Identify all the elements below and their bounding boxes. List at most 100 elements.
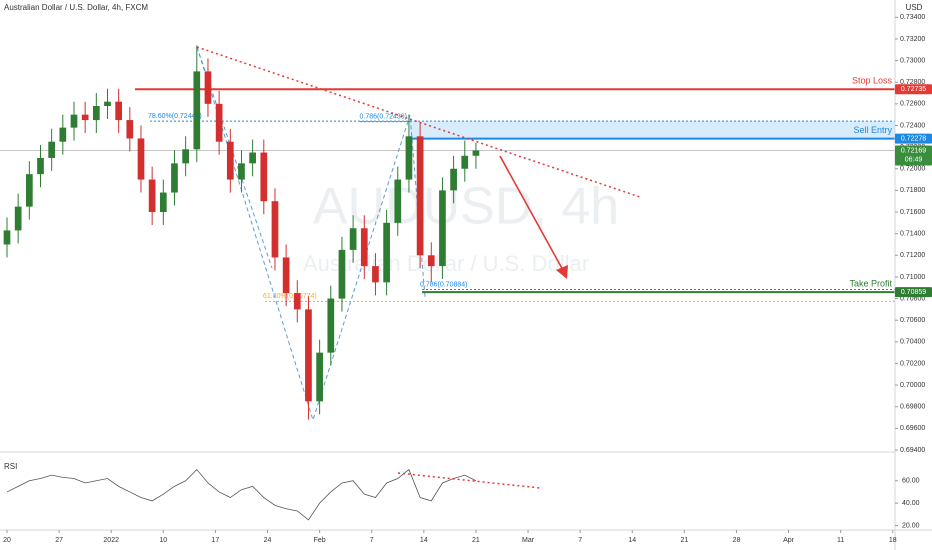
y-tick-label: 0.72400 [900, 122, 925, 129]
candle-body [305, 309, 312, 402]
price-tag-label: 0.72169 [901, 147, 926, 154]
candle-body [282, 257, 290, 294]
level-label: Stop Loss [852, 76, 893, 86]
candle-body [416, 136, 424, 256]
y-tick-label: 0.73200 [900, 36, 925, 43]
candle-body [126, 120, 134, 139]
candle-body [171, 163, 178, 193]
candle-body [148, 179, 156, 213]
x-tick-label: Mar [522, 537, 535, 544]
x-tick-label: 24 [264, 537, 272, 544]
watermark-sub: Australian Dollar / U.S. Dollar [303, 251, 589, 276]
candle-body [215, 103, 223, 142]
price-tag [895, 287, 932, 298]
candle-body [372, 266, 379, 283]
watermark: AUDUSD, 4h [313, 178, 619, 236]
rsi-line [6, 468, 477, 521]
arrow-head [556, 265, 568, 279]
y-tick-label: 0.71200 [900, 252, 925, 259]
header-title: Australian Dollar / U.S. Dollar, 4h, FXC… [4, 3, 148, 12]
candle-body [159, 192, 167, 213]
x-tick-label: 20 [3, 537, 11, 544]
x-tick-label: 21 [472, 537, 480, 544]
candle-body [316, 352, 323, 402]
candle-body [349, 228, 357, 250]
fib-label: 61.80%(0.70774) [263, 293, 317, 300]
price-tag [895, 84, 932, 95]
countdown: 06:49 [905, 156, 923, 163]
y-tick-label: 0.69600 [900, 425, 925, 432]
candle-body [427, 255, 435, 267]
candle-body [104, 101, 111, 107]
level-label: Take Profit [849, 279, 892, 289]
price-tag-label: 0.72278 [901, 136, 926, 143]
candle-body [14, 206, 22, 231]
x-tick-label: 27 [55, 537, 63, 544]
y-tick-label: 0.72800 [900, 79, 925, 86]
candle-body [260, 152, 268, 202]
candle-body [394, 179, 402, 223]
x-tick-label: Apr [783, 537, 795, 544]
candle-body [293, 293, 301, 310]
y-tick-label: 0.70800 [900, 295, 925, 302]
price-tag [895, 133, 932, 144]
candle-body [472, 150, 480, 156]
x-tick-label: 7 [370, 537, 374, 544]
y-tick-label: 0.71400 [900, 230, 925, 237]
x-tick-label: 11 [837, 537, 844, 544]
grid [0, 120, 895, 302]
candle-body [405, 136, 413, 180]
candle-body [59, 127, 67, 142]
candle-body [37, 157, 44, 175]
y-tick-label: 0.73000 [900, 57, 925, 64]
x-tick-label: 14 [628, 537, 636, 544]
candle-body [115, 101, 122, 121]
x-tick-label: 18 [889, 537, 897, 544]
x-tick-label: 17 [212, 537, 220, 544]
rsi-tick-label: 60.00 [902, 478, 920, 485]
x-tick-label: 2022 [103, 537, 119, 544]
y-tick-label: 0.71000 [900, 274, 925, 281]
y-tick-label: 0.72600 [900, 101, 925, 108]
y-tick-label: 0.69800 [900, 404, 925, 411]
y-tick-label: 0.70400 [900, 339, 925, 346]
candle-body [92, 106, 100, 121]
rsi-tick-label: 20.00 [902, 522, 920, 529]
candle-body [439, 190, 446, 267]
y-tick-label: 0.72000 [900, 166, 925, 173]
y-tick-label: 0.70000 [900, 382, 925, 389]
y-tick-label: 0.73400 [900, 14, 925, 21]
x-tick-label: 7 [578, 537, 582, 544]
x-tick-label: 14 [420, 537, 428, 544]
candle-body [193, 71, 201, 150]
rsi-tick-label: 40.00 [902, 500, 920, 507]
candle-body [48, 141, 56, 158]
candle-body [70, 114, 78, 128]
candle-body [3, 230, 11, 245]
fib-label: 0.786(0.70884) [420, 281, 467, 288]
candle-body [25, 174, 33, 207]
y-tick-label: 0.70200 [900, 360, 925, 367]
candle-body [249, 152, 256, 164]
candle-body [271, 201, 279, 258]
currency: USD [906, 3, 923, 12]
x-tick-label: Feb [314, 537, 326, 544]
x-tick-label: 28 [733, 537, 741, 544]
sell-zone [410, 121, 895, 139]
overlay: 78.60%(0.72440) 0.786(0.72436) 0.786(0.708… [3, 45, 895, 521]
candle-body [338, 249, 346, 299]
price-tag-label: 0.70859 [901, 289, 926, 296]
candle-body [204, 71, 212, 104]
candle-body [238, 163, 245, 180]
level-label: Sell Entry [853, 125, 892, 135]
rsi-label: RSI [4, 462, 17, 471]
x-tick-label: 21 [680, 537, 688, 544]
y-tick-label: 0.70600 [900, 317, 925, 324]
candle-body [327, 298, 335, 353]
candle-body [450, 168, 457, 191]
candle-body [461, 155, 469, 169]
fib-label: 0.786(0.72436) [360, 113, 407, 120]
price-tag [895, 145, 932, 166]
candle-body [137, 138, 145, 180]
